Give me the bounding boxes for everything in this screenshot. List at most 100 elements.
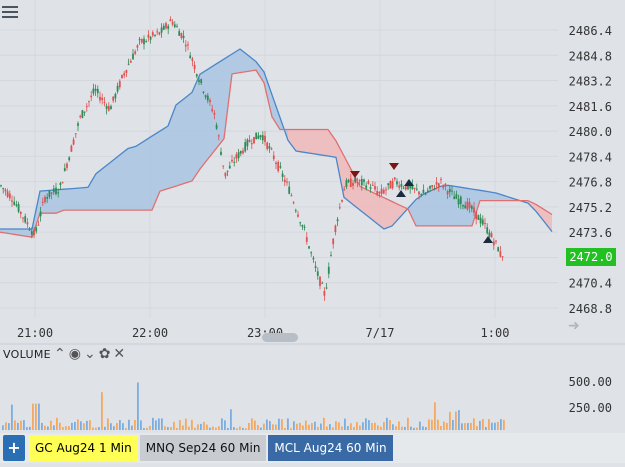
tab-gc-aug24[interactable]: GC Aug24 1 Min — [29, 435, 138, 461]
cloud-segment — [376, 193, 384, 230]
volume-bar — [164, 426, 166, 430]
volume-bar — [23, 420, 25, 430]
price-axis-label: 2476.8 — [569, 176, 612, 190]
volume-bar — [299, 422, 301, 430]
volume-bar — [476, 426, 478, 430]
volume-bar — [230, 409, 232, 430]
candle-body — [30, 231, 33, 235]
candle-body — [228, 165, 231, 169]
tab-mnq-sep24[interactable]: MNQ Sep24 60 Min — [139, 435, 267, 461]
volume-bar — [362, 422, 364, 430]
volume-bar — [428, 419, 430, 430]
volume-bar — [470, 422, 472, 430]
volume-bar — [311, 423, 313, 430]
cloud-segment — [496, 193, 504, 201]
candle-body — [83, 111, 86, 113]
candle-body — [50, 192, 53, 194]
volume-bar — [104, 426, 106, 430]
volume-bar — [440, 426, 442, 430]
plus-icon[interactable]: + — [3, 435, 25, 461]
eye-icon[interactable]: ◉ — [68, 346, 81, 362]
candle-body — [376, 190, 379, 195]
cloud-segment — [216, 59, 224, 149]
cloud-segment — [120, 148, 128, 211]
candle-body — [143, 38, 145, 45]
tab-mcl-aug24[interactable]: MCL Aug24 60 Min — [268, 435, 393, 461]
candle-body — [398, 185, 401, 188]
candle-body — [281, 173, 284, 177]
chevron-down-icon[interactable]: ⌄ — [83, 346, 96, 362]
candle-body — [429, 185, 431, 189]
candle-body — [275, 162, 277, 165]
candle-body — [26, 222, 29, 225]
candle-body — [257, 135, 260, 139]
candle-body — [378, 191, 381, 194]
candle-body — [204, 95, 207, 98]
volume-bar — [368, 420, 370, 430]
cloud-segment — [480, 190, 488, 201]
candle-body — [136, 45, 139, 48]
price-axis-label: 2486.4 — [569, 24, 612, 38]
gear-icon[interactable]: ✿ — [98, 346, 111, 362]
volume-bar — [353, 426, 355, 430]
candle-body — [437, 183, 440, 187]
volume-bar — [101, 392, 103, 430]
candle-body — [191, 58, 194, 61]
time-axis-label: 22:00 — [132, 326, 168, 340]
volume-bar — [185, 418, 187, 430]
arrow-right-icon[interactable]: ➜ — [568, 318, 580, 334]
volume-bar — [350, 423, 352, 430]
cloud-segment — [40, 190, 48, 214]
volume-bar — [281, 419, 283, 430]
volume-bar — [245, 428, 247, 430]
volume-bar — [266, 419, 268, 430]
candle-body — [151, 32, 154, 36]
cloud-segment — [128, 146, 136, 211]
price-axis-label: 2480.0 — [569, 125, 612, 139]
candle-body — [46, 197, 49, 199]
volume-bar — [35, 403, 37, 430]
cloud-segment — [424, 190, 432, 226]
volume-axis-label: 500.00 — [569, 375, 612, 389]
candle-body — [371, 184, 374, 186]
time-scroll-handle[interactable] — [262, 333, 298, 342]
candle-body — [209, 100, 211, 103]
candle-body — [233, 161, 236, 163]
volume-bar — [290, 428, 292, 430]
candle-body — [451, 190, 453, 192]
candle-body — [400, 183, 403, 187]
volume-bar — [176, 427, 178, 430]
candle-body — [24, 216, 27, 223]
volume-bar — [386, 417, 388, 430]
cloud-segment — [432, 186, 440, 226]
volume-bar — [170, 427, 172, 430]
candle-body — [235, 154, 238, 159]
candle-body — [475, 211, 478, 220]
candle-body — [420, 194, 423, 196]
candle-body — [242, 150, 244, 154]
candle-body — [349, 178, 352, 187]
volume-bar — [329, 424, 331, 430]
chevron-up-icon[interactable]: ⌃ — [54, 346, 66, 362]
candle-body — [17, 204, 20, 212]
volume-bar — [158, 418, 160, 430]
candle-body — [347, 180, 350, 183]
close-icon[interactable]: ✕ — [113, 346, 126, 362]
volume-bar — [95, 427, 97, 430]
candle-body — [66, 163, 68, 168]
menu-icon[interactable] — [2, 4, 18, 18]
candle-body — [457, 198, 460, 205]
volume-bar — [461, 423, 463, 430]
candle-body — [79, 116, 82, 118]
candle-body — [39, 211, 42, 217]
volume-bar — [11, 404, 13, 430]
volume-bar — [272, 424, 274, 430]
candle-body — [259, 135, 262, 138]
candle-body — [299, 222, 302, 224]
candle-body — [446, 191, 449, 195]
volume-bar — [56, 417, 58, 430]
candle-body — [11, 200, 13, 202]
candle-body — [442, 185, 445, 188]
